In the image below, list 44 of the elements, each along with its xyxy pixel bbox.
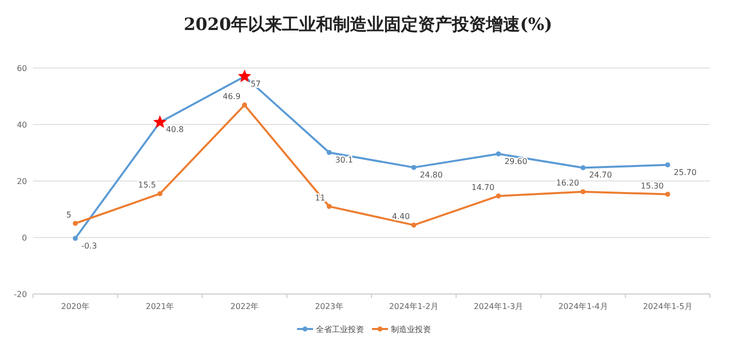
point [496, 193, 501, 198]
legend-label: 全省工业投资 [316, 325, 364, 334]
point [411, 164, 416, 170]
point [326, 204, 332, 209]
point [326, 150, 332, 155]
data-label: 14.70 [472, 182, 494, 192]
y-tick-label: 20 [16, 177, 27, 186]
x-tick-label: 2024年1-2月 [389, 302, 439, 311]
point [665, 192, 670, 197]
data-label: 5 [66, 210, 72, 220]
data-label: 15.5 [138, 180, 156, 190]
data-label: 29.60 [504, 156, 528, 166]
y-tick-label: 0 [22, 234, 27, 242]
data-label: 25.70 [674, 168, 697, 177]
y-tick-label: -20 [14, 290, 27, 299]
x-tick-label: 2021年 [146, 302, 174, 311]
data-label: 24.80 [420, 170, 443, 180]
point [580, 165, 586, 170]
data-label: 15.30 [640, 181, 664, 190]
x-tick-label: 2022年 [230, 302, 259, 311]
point [72, 236, 78, 241]
x-tick-label: 2024年1-5月 [642, 302, 692, 311]
data-label: 4.40 [392, 212, 410, 222]
point [580, 189, 586, 194]
data-label: 40.8 [166, 125, 184, 134]
x-tick-label: 2024年1-4月 [558, 302, 608, 311]
y-tick-label: 40 [16, 120, 27, 130]
data-label: -0.3 [81, 241, 97, 250]
x-tick-label: 2024年1-3月 [474, 302, 524, 311]
legend-label: 制造业投资 [391, 325, 431, 334]
data-label: 30.1 [335, 155, 353, 164]
point [72, 220, 78, 226]
point [157, 191, 162, 196]
chart-title: 2020年以来工业和制造业固定资产投资增速(%) [184, 15, 552, 35]
y-tick-label: 60 [16, 64, 27, 73]
data-label: 24.70 [589, 170, 612, 180]
point [411, 222, 416, 228]
point [496, 151, 501, 156]
data-label: 16.20 [556, 178, 580, 188]
point [665, 162, 670, 168]
point [242, 102, 248, 108]
data-label: 46.9 [222, 92, 241, 102]
x-tick-label: 2023年 [315, 302, 344, 311]
x-tick-label: 2020年 [61, 302, 90, 311]
